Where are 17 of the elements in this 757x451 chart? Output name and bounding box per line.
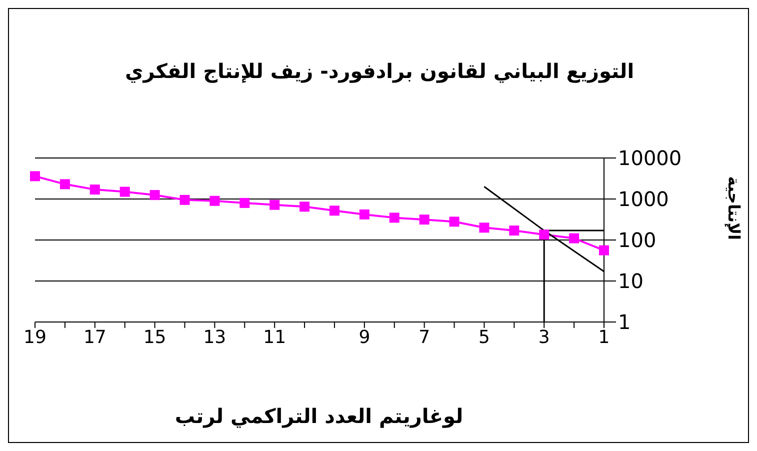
y-tick-label: 10000 bbox=[618, 146, 682, 170]
x-tick-label: 7 bbox=[418, 326, 430, 348]
x-tick-label: 5 bbox=[478, 326, 490, 348]
chart-title: التوزيع البياني لقانون برادفورد- زيف للإنتاج الفكري bbox=[124, 59, 636, 83]
x-tick-label: 9 bbox=[358, 326, 370, 348]
x-tick-label: 17 bbox=[83, 326, 106, 348]
x-axis-title: لوغاريتم العدد التراكمي لرتب bbox=[174, 404, 464, 428]
x-tick-label: 13 bbox=[203, 326, 226, 348]
y-tick-label: 1000 bbox=[618, 187, 669, 212]
x-tick-label: 1 bbox=[598, 326, 610, 348]
y-tick-label: 10 bbox=[618, 269, 644, 294]
y-axis-title: الإنتاجية bbox=[724, 176, 744, 240]
x-tick-label: 3 bbox=[538, 326, 550, 348]
x-tick-label: 19 bbox=[24, 326, 46, 348]
x-tick-label: 15 bbox=[143, 326, 166, 348]
y-tick-label: 100 bbox=[618, 228, 656, 252]
x-tick-label: 11 bbox=[263, 326, 286, 348]
